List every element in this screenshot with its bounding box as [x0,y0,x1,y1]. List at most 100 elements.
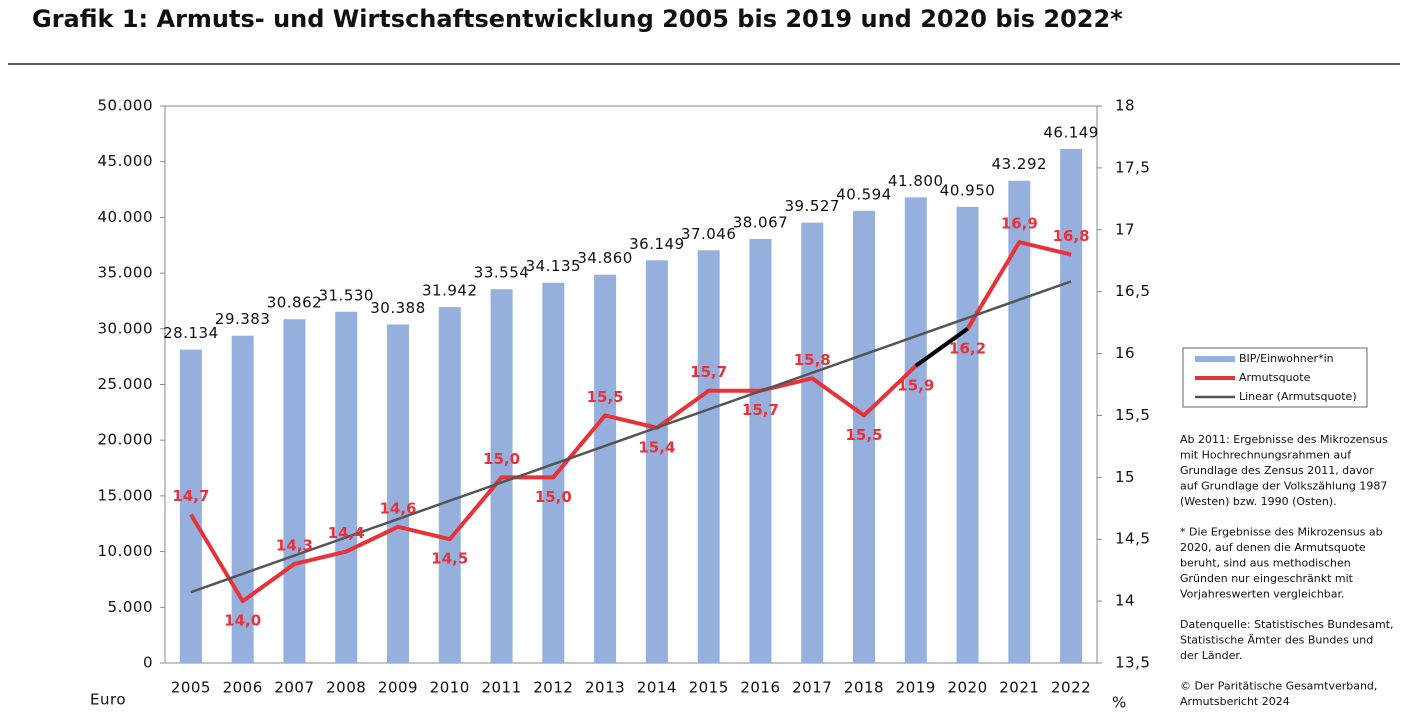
bar-value-label: 36.149 [629,235,685,253]
bar-value-label: 46.149 [1043,123,1099,141]
line-value-label: 14,5 [431,550,468,568]
y2-tick-label: 14 [1115,592,1135,610]
bar-value-label: 41.800 [888,172,944,190]
y-tick-label: 35.000 [98,264,154,282]
note: * Die Ergebnisse des Mikrozensus ab [1180,526,1383,539]
y2-tick-label: 15 [1115,468,1135,486]
x-tick-label: 2018 [844,679,884,697]
bar [645,260,668,663]
y-tick-label: 15.000 [98,486,154,504]
bar [438,307,461,663]
line-value-label: 15,9 [897,376,934,394]
line-value-label: 15,7 [742,401,779,419]
bar [231,335,254,663]
note: Grundlage des Zensus 2011, davor [1180,464,1374,477]
bar [904,197,927,663]
bar [542,282,565,663]
x-tick-label: 2022 [1051,679,1091,697]
line-value-label: 14,7 [172,487,209,505]
x-tick-label: 2012 [533,679,573,697]
line-value-label: 15,0 [483,450,520,468]
line-value-label: 14,0 [224,612,261,630]
bar-value-label: 31.530 [318,286,374,304]
note: Ab 2011: Ergebnisse des Mikrozensus [1180,433,1388,446]
bar-value-label: 40.950 [940,181,996,199]
note: mit Hochrechnungsrahmen auf [1180,449,1352,462]
break-segment [914,327,969,368]
legend-swatch [1195,356,1235,362]
y-tick-label: 25.000 [98,375,154,393]
y2-tick-label: 13,5 [1115,654,1150,672]
note: 2020, auf denen die Armutsquote [1180,541,1366,554]
bar-value-label: 31.942 [422,282,478,300]
x-tick-label: 2011 [481,679,521,697]
line-value-label: 15,4 [638,438,675,456]
line-value-label: 16,8 [1053,227,1090,245]
y2-axis-label: % [1112,694,1127,712]
x-tick-label: 2009 [378,679,418,697]
x-tick-label: 2017 [792,679,832,697]
legend-label: Armutsquote [1239,371,1311,384]
bar [697,250,720,663]
line-value-label: 14,6 [379,499,416,517]
x-tick-label: 2021 [999,679,1039,697]
x-tick-label: 2015 [689,679,729,697]
trend-line [190,280,1072,594]
note: Datenquelle: Statistisches Bundesamt, [1180,618,1394,631]
y2-tick-label: 18 [1115,97,1135,115]
bar [956,206,979,663]
bar [179,349,202,663]
y-tick-label: 10.000 [98,542,154,560]
note: Vorjahreswerten vergleichbar. [1180,588,1345,601]
legend-label: Linear (Armutsquote) [1239,390,1357,403]
note: auf Grundlage der Volkszählung 1987 [1180,480,1387,493]
bar-value-label: 34.860 [577,249,633,267]
line-value-label: 14,4 [328,524,365,542]
bar [283,319,306,663]
y-tick-label: 30.000 [98,319,154,337]
bar [801,222,824,663]
bar [387,324,409,663]
bar [749,238,772,663]
bar-value-label: 39.527 [784,197,840,215]
note: (Westen) bzw. 1990 (Osten). [1180,495,1337,508]
y-tick-label: 20.000 [98,431,154,449]
x-tick-label: 2010 [430,679,470,697]
line-value-label: 15,5 [845,426,882,444]
bar [1060,148,1083,663]
y-tick-label: 50.000 [98,97,154,115]
y2-tick-label: 15,5 [1115,406,1150,424]
y2-tick-label: 14,5 [1115,530,1150,548]
chart-title: Grafik 1: Armuts- und Wirtschaftsentwick… [32,5,1123,33]
bar [853,210,875,663]
bar [335,311,358,663]
y2-tick-label: 16,5 [1115,282,1150,300]
bar-value-label: 43.292 [992,155,1048,173]
bar-value-label: 33.554 [474,264,530,282]
note: Gründen nur eingeschränkt mit [1180,572,1354,585]
bar-value-label: 37.046 [681,225,737,243]
x-tick-label: 2016 [740,679,780,697]
x-tick-label: 2020 [947,679,987,697]
x-tick-label: 2008 [326,679,366,697]
x-tick-label: 2014 [637,679,677,697]
y-tick-label: 0 [143,654,153,672]
bar-value-label: 30.388 [370,299,426,317]
bar-value-label: 40.594 [836,185,892,203]
y-tick-label: 5.000 [108,598,153,616]
y-tick-label: 45.000 [98,152,154,170]
y-axis-label: Euro [90,691,126,709]
y2-tick-label: 17 [1115,220,1135,238]
line-value-label: 15,5 [587,388,624,406]
line-value-label: 16,2 [949,339,986,357]
line-value-label: 15,7 [690,363,727,381]
line-value-label: 15,0 [535,488,572,506]
legend-label: BIP/Einwohner*in [1239,352,1334,365]
note: beruht, sind aus methodischen [1180,557,1351,570]
x-tick-label: 2013 [585,679,625,697]
bar-value-label: 38.067 [733,213,789,231]
note: Armutsbericht 2024 [1180,695,1290,708]
bar-value-label: 30.862 [267,294,323,312]
y-tick-label: 40.000 [98,208,154,226]
